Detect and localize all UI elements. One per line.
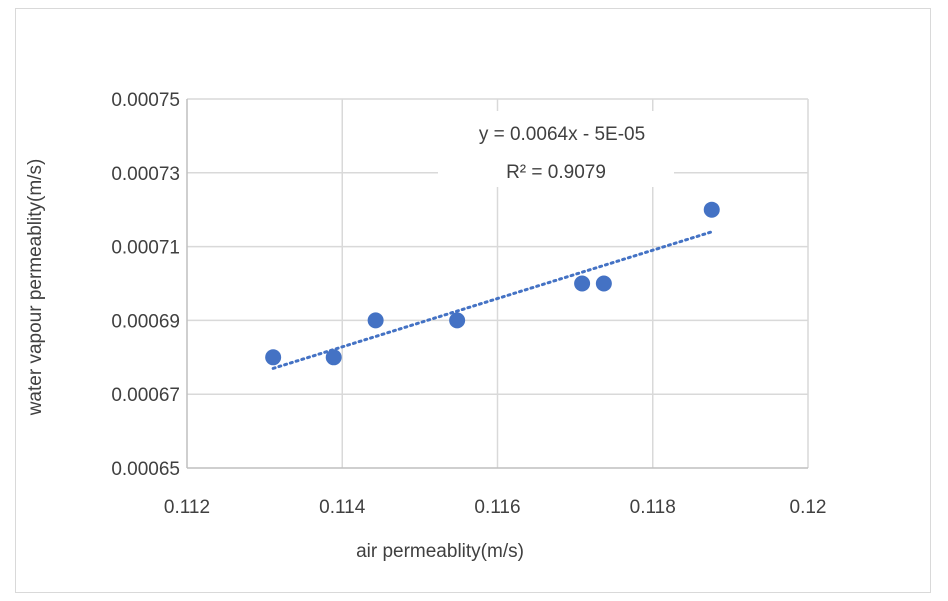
data-point bbox=[367, 312, 384, 329]
trendline-equation: y = 0.0064x - 5E-05 bbox=[479, 124, 645, 145]
trendline bbox=[271, 230, 714, 370]
y-tick-label: 0.00067 bbox=[111, 385, 180, 406]
chart-area bbox=[15, 8, 931, 593]
gridlines bbox=[187, 98, 809, 468]
y-tick-label: 0.00075 bbox=[111, 90, 180, 111]
trendline-r-squared: R² = 0.9079 bbox=[506, 162, 606, 183]
x-tick-label: 0.112 bbox=[164, 497, 210, 518]
x-tick-label: 0.118 bbox=[630, 497, 676, 518]
trendline-path bbox=[271, 230, 714, 370]
x-tick-label: 0.114 bbox=[319, 497, 366, 518]
x-axis-label: air permeablity(m/s) bbox=[356, 541, 524, 562]
labels: y = 0.0064x - 5E-05 R² = 0.9079 air perm… bbox=[25, 90, 826, 562]
trendline-label-background bbox=[438, 111, 674, 187]
y-tick-label: 0.00071 bbox=[111, 238, 180, 259]
y-tick-label: 0.00073 bbox=[111, 164, 180, 185]
data-point bbox=[595, 275, 612, 292]
data-point bbox=[265, 349, 282, 366]
data-point bbox=[325, 349, 342, 366]
y-axis-label: water vapour permeablity(m/s) bbox=[25, 159, 46, 417]
y-tick-label: 0.00065 bbox=[111, 459, 180, 480]
data-points bbox=[265, 201, 720, 366]
axes bbox=[186, 99, 808, 469]
data-point bbox=[449, 312, 466, 329]
data-point bbox=[574, 275, 591, 292]
x-tick-label: 0.12 bbox=[790, 497, 827, 518]
data-point bbox=[703, 201, 720, 218]
x-tick-label: 0.116 bbox=[474, 497, 520, 518]
y-tick-label: 0.00069 bbox=[111, 311, 180, 332]
